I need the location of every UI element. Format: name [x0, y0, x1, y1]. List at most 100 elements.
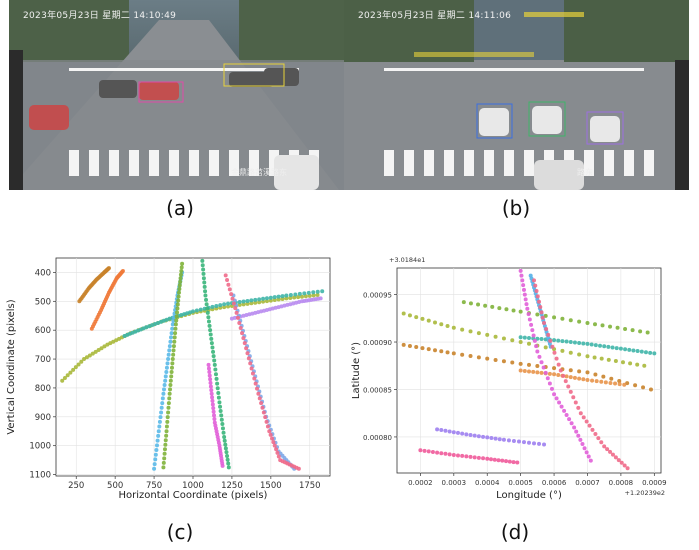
- data-point: [635, 362, 640, 367]
- data-point: [451, 325, 456, 330]
- data-point: [167, 391, 172, 396]
- data-point: [234, 310, 239, 315]
- data-point: [501, 336, 506, 341]
- data-point: [613, 359, 618, 364]
- data-point: [531, 369, 536, 374]
- data-point: [246, 356, 251, 361]
- data-point: [261, 410, 266, 415]
- data-point: [210, 345, 215, 350]
- data-point: [207, 373, 212, 378]
- y-tick-label: 800: [35, 384, 51, 394]
- data-point: [539, 370, 544, 375]
- data-point: [218, 404, 223, 409]
- data-point: [272, 298, 277, 303]
- data-point: [507, 459, 512, 464]
- x-tick-label: 1250: [221, 481, 243, 491]
- data-point: [179, 268, 184, 273]
- data-point: [564, 374, 569, 379]
- data-point: [543, 370, 548, 375]
- traffic-photo-a: 2023年05月23日 星期二 14:10:49 金鼎路苕溪路东: [9, 0, 354, 190]
- data-point: [268, 432, 273, 437]
- data-point: [601, 374, 606, 379]
- data-point: [635, 349, 640, 354]
- data-point: [315, 289, 320, 294]
- data-point: [552, 392, 557, 397]
- data-point: [590, 378, 595, 383]
- data-point: [599, 356, 604, 361]
- data-point: [439, 349, 444, 354]
- x-tick-label: 1000: [182, 481, 204, 491]
- data-point: [443, 451, 448, 456]
- data-point: [476, 455, 481, 460]
- x-tick-label: 0.0006: [542, 479, 567, 487]
- data-point: [451, 430, 456, 435]
- data-point: [120, 268, 125, 273]
- data-point: [173, 326, 178, 331]
- data-point: [407, 343, 412, 348]
- data-point: [245, 301, 250, 306]
- data-point: [407, 313, 412, 318]
- data-point: [168, 339, 173, 344]
- data-point: [202, 280, 207, 285]
- data-point: [535, 363, 540, 368]
- data-point: [164, 365, 169, 370]
- data-point: [210, 398, 215, 403]
- data-point: [156, 433, 161, 438]
- data-point: [490, 304, 495, 309]
- series-9: [206, 362, 225, 468]
- data-point: [209, 336, 214, 341]
- data-point: [522, 292, 527, 297]
- data-point: [585, 370, 590, 375]
- data-point: [212, 413, 217, 418]
- data-point: [172, 339, 177, 344]
- data-point: [643, 350, 648, 355]
- data-point: [212, 358, 217, 363]
- data-point: [226, 461, 231, 466]
- data-point: [426, 449, 431, 454]
- y-tick-label: 1000: [29, 442, 51, 452]
- data-point: [223, 442, 228, 447]
- data-point: [166, 405, 171, 410]
- data-point: [257, 297, 262, 302]
- data-point: [164, 370, 169, 375]
- data-point: [171, 348, 176, 353]
- data-point: [485, 356, 490, 361]
- data-point: [162, 447, 167, 452]
- data-point: [270, 436, 275, 441]
- data-point: [577, 369, 582, 374]
- data-point: [566, 384, 571, 389]
- data-point: [267, 429, 272, 434]
- data-point: [617, 378, 622, 383]
- data-point: [221, 430, 226, 435]
- data-point: [593, 343, 598, 348]
- data-point: [191, 309, 195, 314]
- data-point: [593, 322, 597, 327]
- data-point: [561, 373, 566, 378]
- data-point: [464, 454, 469, 459]
- data-point: [167, 396, 172, 401]
- data-point: [439, 428, 444, 433]
- data-point: [271, 440, 276, 445]
- data-point: [171, 318, 176, 323]
- data-point: [445, 350, 450, 355]
- data-point: [541, 365, 546, 370]
- data-point: [219, 413, 224, 418]
- data-point: [572, 375, 577, 380]
- data-point: [297, 291, 302, 296]
- data-point: [214, 304, 219, 309]
- data-point: [559, 404, 564, 409]
- data-point: [585, 377, 590, 382]
- data-point: [476, 331, 481, 336]
- data-point: [222, 438, 227, 443]
- data-point: [598, 343, 603, 348]
- data-point: [447, 429, 452, 434]
- data-point: [154, 443, 159, 448]
- data-point: [535, 349, 540, 354]
- data-point: [296, 466, 301, 471]
- data-point: [230, 296, 235, 301]
- data-point: [523, 297, 528, 302]
- data-point: [557, 400, 562, 405]
- data-point: [563, 379, 568, 384]
- data-point: [274, 447, 279, 452]
- data-point: [535, 312, 540, 317]
